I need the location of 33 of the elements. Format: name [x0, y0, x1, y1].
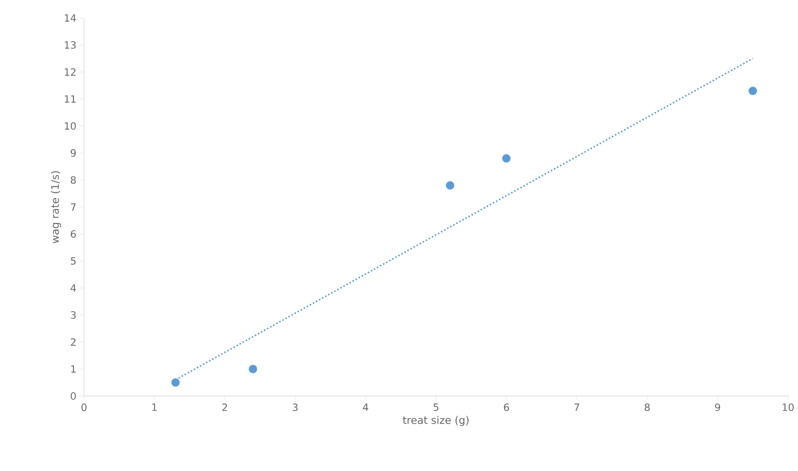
- point: [248, 364, 258, 374]
- x-tick-label: 5: [434, 404, 438, 411]
- x-tick-label: 4: [362, 404, 368, 411]
- y-tick-label: 3: [70, 311, 76, 319]
- point: [446, 181, 454, 190]
- x-tick-label: 9: [715, 404, 720, 412]
- y-tick-label: 9: [70, 149, 76, 157]
- x-tick-label: 7: [574, 404, 580, 411]
- x-tick-label: 6: [504, 404, 509, 412]
- x-tick-label: 3: [292, 404, 298, 412]
- y-tick-label: 5: [70, 257, 76, 265]
- y-tick-label: 8: [70, 176, 76, 184]
- x-tick-label: 0: [81, 404, 87, 412]
- y-tick-label: 10: [64, 122, 76, 130]
- x-tick-label: 8: [644, 404, 650, 412]
- point: [171, 378, 180, 387]
- y-axis-title: wag rate (1/s): [50, 171, 61, 244]
- y-tick-label: 13: [64, 41, 76, 49]
- y-tick-label: 7: [70, 203, 76, 211]
- y-tick-label: 6: [70, 230, 76, 238]
- point: [502, 154, 511, 163]
- x-axis-title: treat size (g): [402, 416, 469, 426]
- x-tick-label: 2: [222, 404, 227, 411]
- y-tick-label: 0: [70, 392, 76, 400]
- y-tick-label: 14: [64, 14, 76, 22]
- y-tick-label: 11: [64, 95, 76, 103]
- y-tick-label: 1: [71, 365, 76, 373]
- y-tick-label: 2: [70, 338, 76, 346]
- x-tick-label: 1: [152, 404, 157, 411]
- point: [748, 86, 758, 96]
- x-tick-label: 10: [782, 404, 794, 412]
- y-tick-label: 12: [64, 68, 76, 76]
- y-tick-label: 4: [70, 284, 76, 292]
